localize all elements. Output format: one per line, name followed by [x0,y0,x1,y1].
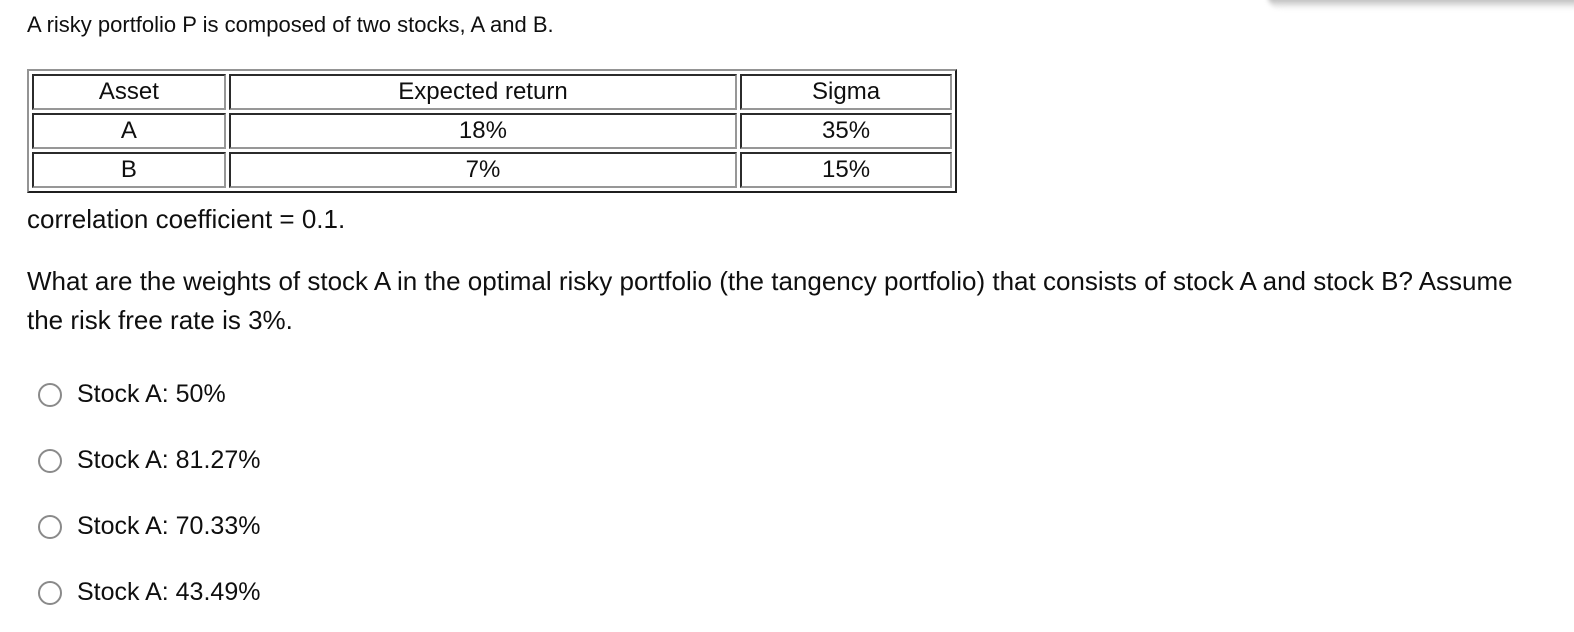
answer-option-4[interactable]: Stock A: 43.49% [38,578,1554,607]
header-cell-expected-return: Expected return [228,74,738,110]
radio-button[interactable] [38,448,62,473]
option-label[interactable]: Stock A: 43.49% [77,578,261,606]
intro-text: A risky portfolio P is composed of two s… [27,12,554,37]
cell-asset-a: A [32,113,226,149]
table-row: A 18% 35% [32,113,952,149]
cell-asset-b: B [32,152,226,188]
asset-data-table: Asset Expected return Sigma A 18% 35% B … [27,69,957,193]
answer-option-2[interactable]: Stock A: 81.27% [38,446,1554,475]
option-label[interactable]: Stock A: 50% [77,380,226,408]
radio-button[interactable] [38,382,62,407]
option-label[interactable]: Stock A: 70.33% [77,512,261,540]
cell-return-a: 18% [228,113,738,149]
correlation-note: correlation coefficient = 0.1. [27,204,346,234]
table-header-row: Asset Expected return Sigma [32,74,952,110]
option-label[interactable]: Stock A: 81.27% [77,446,261,474]
cell-sigma-b: 15% [740,152,952,188]
question-text: What are the weights of stock A in the o… [27,266,1513,335]
cell-sigma-a: 35% [740,113,952,149]
radio-button[interactable] [38,514,62,539]
answer-options: Stock A: 50% Stock A: 81.27% Stock A: 70… [27,380,1554,607]
header-cell-sigma: Sigma [740,74,952,110]
cell-return-b: 7% [228,152,738,188]
answer-option-1[interactable]: Stock A: 50% [38,380,1554,409]
answer-option-3[interactable]: Stock A: 70.33% [38,512,1554,541]
header-cell-asset: Asset [32,74,226,110]
question-content: A risky portfolio P is composed of two s… [27,12,1554,607]
table-row: B 7% 15% [32,152,952,188]
top-edge-cutoff-artifact [1268,0,1574,9]
radio-button[interactable] [38,580,62,605]
